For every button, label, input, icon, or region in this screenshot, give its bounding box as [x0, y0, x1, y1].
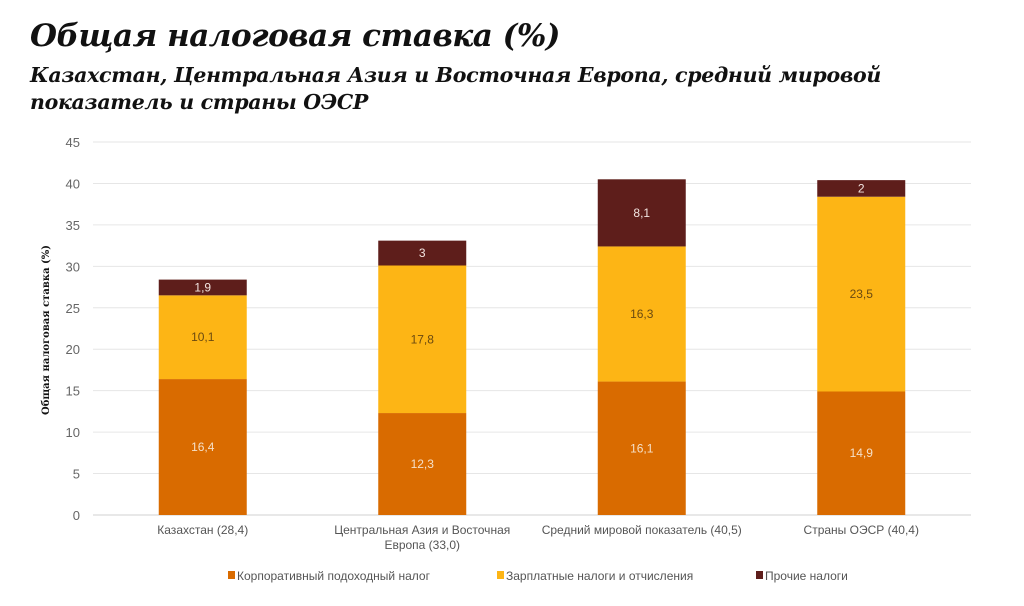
legend-label: Прочие налоги	[765, 569, 848, 583]
data-label: 10,1	[191, 330, 215, 344]
y-tick-label: 15	[66, 384, 80, 399]
data-label: 2	[858, 181, 865, 195]
legend-label: Зарплатные налоги и отчисления	[506, 569, 693, 583]
y-tick-label: 0	[73, 508, 80, 523]
y-tick-label: 20	[66, 342, 80, 357]
bar-segment	[817, 180, 906, 197]
data-label: 14,9	[850, 446, 874, 460]
x-tick-label: Казахстан (28,4)	[157, 523, 248, 537]
y-tick-label: 40	[66, 176, 80, 191]
x-tick-label: Страны ОЭСР (40,4)	[804, 523, 919, 537]
bar-segment	[378, 265, 467, 414]
bar-segment	[817, 196, 906, 392]
bar-segment	[817, 391, 906, 515]
legend-label: Корпоративный подоходный налог	[237, 569, 431, 583]
data-label: 16,3	[630, 307, 654, 321]
bar-segment	[158, 295, 247, 380]
y-tick-label: 10	[66, 425, 80, 440]
bar-segment	[378, 413, 467, 515]
chart-subtitle: Казахстан, Центральная Азия и Восточная …	[30, 63, 881, 114]
y-axis-label: Общая налоговая ставка (%)	[41, 245, 52, 415]
x-tick-label: Средний мировой показатель (40,5)	[542, 523, 742, 537]
y-tick-label: 5	[73, 467, 80, 482]
chart-title: Общая налоговая ставка (%)	[30, 18, 560, 54]
y-tick-label: 25	[66, 301, 80, 316]
x-tick-label: Европа (33,0)	[384, 538, 460, 552]
data-label: 1,9	[194, 280, 211, 294]
bar-segment	[597, 246, 686, 382]
x-tick-label: Центральная Азия и Восточная	[334, 523, 510, 537]
bar-segment	[378, 240, 467, 266]
data-label: 16,1	[630, 441, 654, 455]
y-tick-label: 45	[66, 135, 80, 150]
data-label: 3	[419, 246, 426, 260]
data-label: 16,4	[191, 440, 215, 454]
data-label: 12,3	[411, 457, 435, 471]
y-tick-label: 35	[66, 218, 80, 233]
bar-segment	[597, 381, 686, 515]
data-label: 23,5	[850, 287, 874, 301]
legend-swatch	[756, 571, 763, 579]
bar-segment	[158, 279, 247, 296]
data-label: 8,1	[633, 206, 650, 220]
legend-swatch	[497, 571, 504, 579]
data-label: 17,8	[411, 332, 435, 346]
bar-segment	[597, 179, 686, 247]
legend-swatch	[228, 571, 235, 579]
y-tick-label: 30	[66, 259, 80, 274]
bar-segment	[158, 379, 247, 515]
